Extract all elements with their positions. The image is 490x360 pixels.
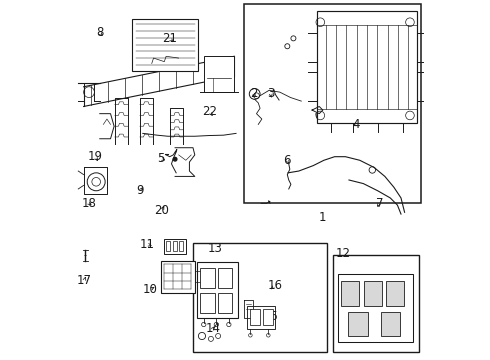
Bar <box>218 268 232 288</box>
Text: 6: 6 <box>284 154 291 167</box>
Text: 11: 11 <box>140 238 155 251</box>
Text: 12: 12 <box>335 247 350 260</box>
Bar <box>200 268 215 288</box>
Text: 16: 16 <box>267 279 282 292</box>
Text: 21: 21 <box>162 32 177 45</box>
Text: 9: 9 <box>137 184 144 197</box>
Bar <box>204 56 234 92</box>
Bar <box>341 281 359 306</box>
Bar <box>218 293 232 313</box>
Text: 17: 17 <box>77 274 92 287</box>
Bar <box>244 4 421 203</box>
Bar <box>333 255 419 352</box>
Text: 13: 13 <box>208 242 223 255</box>
Bar <box>200 293 215 313</box>
Bar <box>164 239 186 253</box>
Bar <box>338 274 413 342</box>
Circle shape <box>172 157 177 162</box>
Bar <box>161 261 195 293</box>
Text: 4: 4 <box>352 118 360 131</box>
Text: 7: 7 <box>376 197 383 210</box>
Bar <box>263 309 273 325</box>
Text: 5: 5 <box>157 152 165 165</box>
Bar <box>364 281 382 306</box>
Bar <box>167 241 171 251</box>
Text: 10: 10 <box>143 283 157 296</box>
Bar <box>172 241 176 251</box>
Bar <box>179 241 183 251</box>
Text: 3: 3 <box>267 87 274 100</box>
Bar <box>348 312 368 336</box>
Text: 1: 1 <box>318 211 326 224</box>
Text: 8: 8 <box>96 27 103 40</box>
Bar <box>250 309 260 325</box>
Text: 15: 15 <box>264 310 279 323</box>
Text: 22: 22 <box>202 105 218 118</box>
Bar <box>193 243 327 352</box>
Text: 18: 18 <box>81 197 97 210</box>
Bar <box>247 306 275 329</box>
Bar <box>317 12 417 123</box>
Bar <box>386 281 404 306</box>
Text: 20: 20 <box>154 204 169 217</box>
Text: 2: 2 <box>250 87 257 100</box>
Bar <box>132 19 198 71</box>
Text: 19: 19 <box>88 150 102 163</box>
Bar <box>381 312 400 336</box>
Text: 14: 14 <box>205 322 220 335</box>
Bar <box>196 262 238 318</box>
